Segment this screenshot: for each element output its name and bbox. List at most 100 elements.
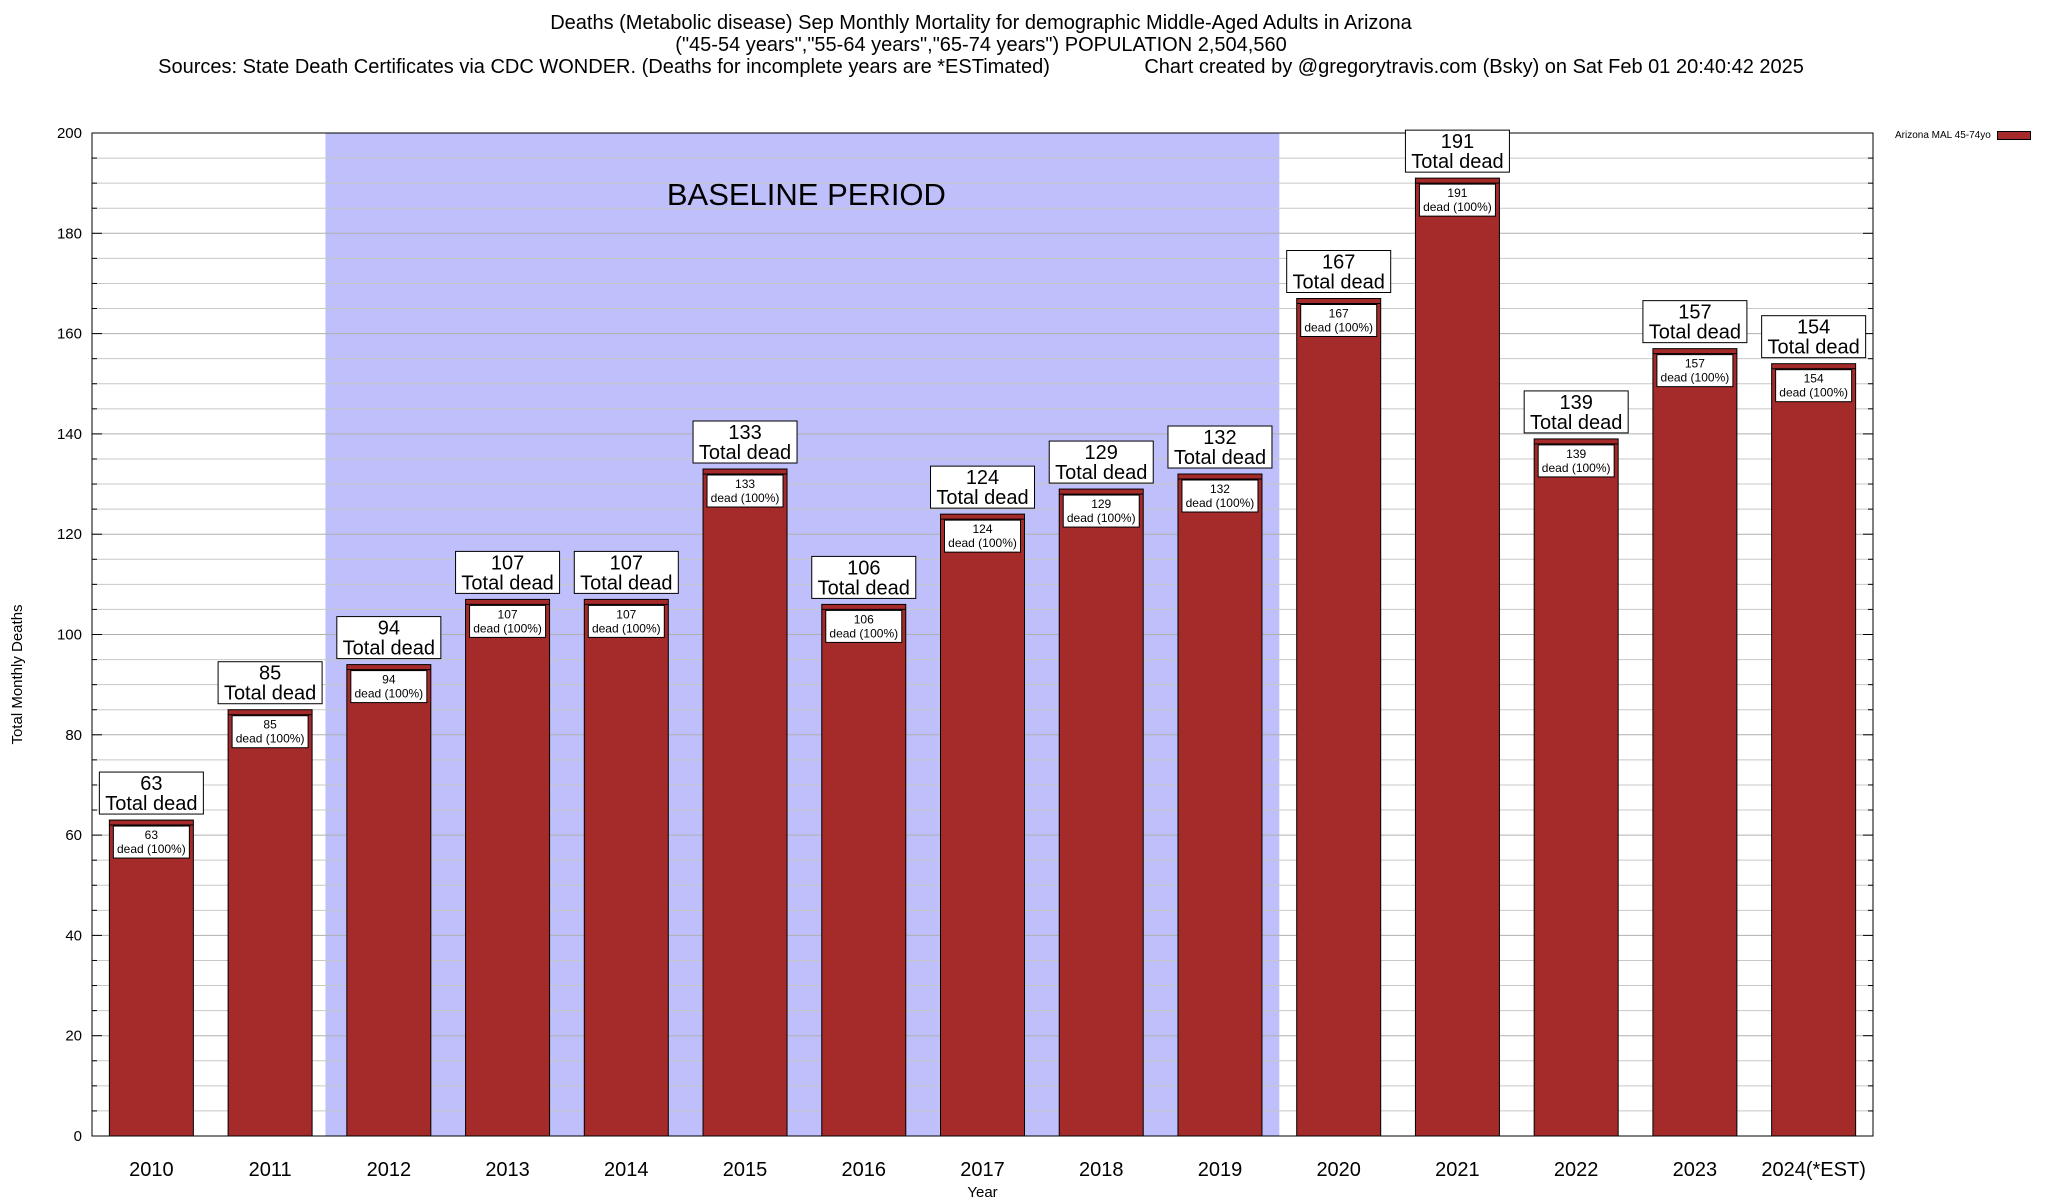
inner-label-box — [469, 604, 547, 638]
inner-pct-label: dead (100%) — [1423, 200, 1492, 214]
bar-2011 — [227, 709, 313, 1137]
x-tick-label: 2014 — [604, 1159, 649, 1181]
total-text-label: Total dead — [1174, 447, 1266, 469]
bar-2016 — [821, 603, 907, 1137]
total-value-label: 129 — [1085, 442, 1118, 464]
total-label-box — [1167, 425, 1273, 469]
total-label-box — [336, 616, 442, 660]
inner-pct-label: dead (100%) — [948, 536, 1017, 550]
bar-2024(*EST) — [1771, 363, 1857, 1137]
bar-2010 — [108, 819, 194, 1137]
inner-value-label: 132 — [1210, 482, 1230, 496]
total-text-label: Total dead — [343, 638, 435, 660]
x-tick-label: 2022 — [1554, 1159, 1599, 1181]
legend-label: Arizona MAL 45-74yo — [1895, 130, 1991, 141]
x-tick-label: 2023 — [1673, 1159, 1718, 1181]
bar-2013 — [465, 598, 551, 1137]
inner-pct-label: dead (100%) — [236, 732, 305, 746]
total-text-label: Total dead — [1411, 151, 1503, 173]
x-tick-label: 2016 — [842, 1159, 887, 1181]
inner-pct-label: dead (100%) — [592, 621, 661, 635]
inner-pct-label: dead (100%) — [829, 626, 898, 640]
total-text-label: Total dead — [699, 442, 791, 464]
total-label-box — [811, 555, 917, 599]
total-label-box — [573, 550, 679, 594]
inner-pct-label: dead (100%) — [1186, 496, 1255, 510]
x-tick-label: 2017 — [960, 1159, 1005, 1181]
y-tick-label: 80 — [65, 727, 82, 744]
x-axis-title: Year — [967, 1184, 997, 1200]
x-tick-label: 2011 — [249, 1159, 292, 1181]
total-value-label: 107 — [491, 552, 524, 574]
bar-2014 — [583, 598, 669, 1137]
inner-label-box — [944, 519, 1021, 553]
inner-value-label: 94 — [382, 673, 396, 687]
total-text-label: Total dead — [1530, 412, 1622, 434]
inner-pct-label: dead (100%) — [1067, 511, 1136, 525]
total-value-label: 154 — [1797, 317, 1830, 339]
inner-value-label: 139 — [1566, 447, 1586, 461]
y-tick-label: 200 — [57, 125, 82, 142]
total-label-box — [930, 465, 1035, 509]
total-text-label: Total dead — [1055, 462, 1147, 484]
bar-2021 — [1414, 177, 1500, 1137]
total-value-label: 85 — [259, 663, 281, 685]
inner-pct-label: dead (100%) — [1779, 386, 1848, 400]
inner-pct-label: dead (100%) — [1661, 371, 1730, 385]
inner-value-label: 63 — [145, 828, 159, 842]
y-tick-label: 40 — [65, 927, 82, 944]
inner-label-box — [1537, 444, 1615, 478]
legend: Arizona MAL 45-74yo — [1895, 130, 2031, 141]
total-value-label: 94 — [378, 618, 400, 640]
title-line-2: ("45-54 years","55-64 years","65-74 year… — [675, 34, 1287, 56]
total-label-box — [217, 661, 323, 705]
total-text-label: Total dead — [105, 793, 197, 815]
total-text-label: Total dead — [580, 572, 672, 594]
inner-label-box — [1300, 303, 1378, 337]
title-line-3: Sources: State Death Certificates via CD… — [158, 56, 1804, 78]
inner-pct-label: dead (100%) — [473, 621, 542, 635]
total-value-label: 191 — [1441, 131, 1474, 153]
x-tick-label: 2012 — [367, 1159, 412, 1181]
x-tick-label: 2020 — [1316, 1159, 1361, 1181]
inner-value-label: 191 — [1447, 186, 1467, 200]
inner-pct-label: dead (100%) — [711, 491, 780, 505]
bar-2019 — [1177, 473, 1263, 1137]
total-value-label: 132 — [1203, 427, 1236, 449]
total-text-label: Total dead — [818, 577, 910, 599]
total-value-label: 63 — [140, 773, 162, 795]
y-tick-label: 120 — [57, 526, 82, 543]
total-label-box — [1404, 129, 1510, 173]
inner-value-label: 157 — [1685, 357, 1705, 371]
x-tick-label: 2021 — [1435, 1159, 1480, 1181]
total-label-box — [1523, 390, 1629, 434]
total-text-label: Total dead — [461, 572, 553, 594]
total-label-box — [1642, 300, 1748, 344]
x-tick-label: 2015 — [723, 1159, 768, 1181]
inner-label-box — [1418, 183, 1496, 217]
inner-label-box — [231, 715, 309, 749]
legend-swatch — [1996, 130, 2031, 140]
inner-value-label: 85 — [263, 718, 277, 732]
inner-pct-label: dead (100%) — [1542, 461, 1611, 475]
y-tick-label: 160 — [57, 326, 82, 343]
y-tick-label: 140 — [57, 426, 82, 443]
inner-label-box — [1775, 369, 1853, 403]
inner-value-label: 129 — [1091, 497, 1111, 511]
total-label-box — [1048, 440, 1154, 484]
bar-2020 — [1296, 297, 1382, 1137]
bar-2022 — [1533, 438, 1619, 1137]
inner-value-label: 154 — [1804, 372, 1824, 386]
total-label-box — [455, 550, 561, 594]
inner-label-box — [1181, 479, 1259, 513]
inner-pct-label: dead (100%) — [117, 842, 186, 856]
inner-value-label: 106 — [854, 612, 874, 626]
total-value-label: 157 — [1678, 302, 1711, 324]
chart-title: Deaths (Metabolic disease) Sep Monthly M… — [0, 12, 1962, 78]
total-value-label: 124 — [966, 467, 999, 489]
total-label-box — [1761, 315, 1867, 359]
bars — [108, 177, 1857, 1137]
inner-pct-label: dead (100%) — [354, 687, 423, 701]
inner-label-box — [825, 609, 903, 643]
